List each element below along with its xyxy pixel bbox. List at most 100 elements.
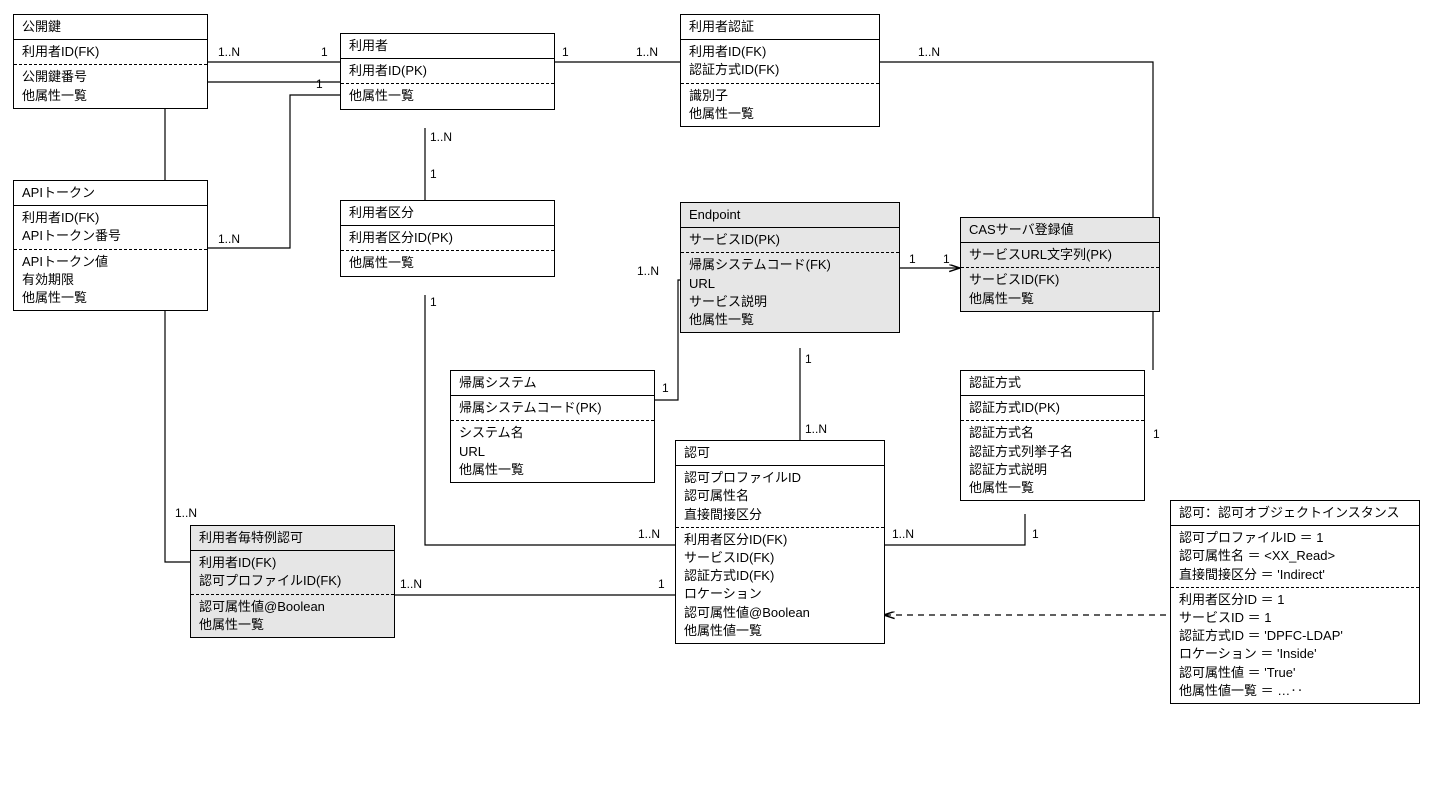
entity-title: 利用者認証 bbox=[681, 15, 879, 40]
entity-pk-attr: 利用者ID(FK) bbox=[22, 209, 199, 227]
cardinality-label: 1 bbox=[430, 168, 437, 180]
entity-attr: 他属性一覧 bbox=[689, 311, 891, 329]
entity-attr: 認可属性値@Boolean bbox=[199, 598, 386, 616]
entity-pk-section: 利用者ID(FK)認証方式ID(FK) bbox=[681, 40, 879, 83]
entity-instance: 認可：認可オブジェクトインスタンス認可プロファイルID ＝ 1認可属性名 ＝ <… bbox=[1170, 500, 1420, 704]
entity-attr: 識別子 bbox=[689, 87, 871, 105]
entity-attr-section: 他属性一覧 bbox=[341, 251, 554, 275]
entity-attr-section: 利用者区分ID ＝ 1サービスID ＝ 1認証方式ID ＝ 'DPFC-LDAP… bbox=[1171, 588, 1419, 703]
entity-apitoken: APIトークン利用者ID(FK)APIトークン番号 APIトークン値有効期限他属性… bbox=[13, 180, 208, 311]
entity-attr: 他属性一覧 bbox=[199, 616, 386, 634]
entity-pk-attr: 認可プロファイルID(FK) bbox=[199, 572, 386, 590]
cardinality-label: 1 bbox=[1032, 528, 1039, 540]
connector bbox=[208, 95, 340, 248]
cardinality-label: 1 bbox=[562, 46, 569, 58]
entity-special: 利用者毎特例認可利用者ID(FK)認可プロファイルID(FK)認可属性値@Boo… bbox=[190, 525, 395, 638]
entity-title: 利用者 bbox=[341, 34, 554, 59]
entity-attr: 他属性一覧 bbox=[349, 254, 546, 272]
entity-pk-section: 利用者ID(FK) bbox=[14, 40, 207, 65]
cardinality-label: 1 bbox=[321, 46, 328, 58]
entity-attr: 認証方式ID ＝ 'DPFC-LDAP' bbox=[1179, 627, 1411, 645]
entity-pk-attr: 利用者ID(FK) bbox=[199, 554, 386, 572]
entity-pk-attr: 利用者ID(FK) bbox=[689, 43, 871, 61]
entity-pk-section: 認可プロファイルID認可属性名直接間接区分 bbox=[676, 466, 884, 528]
entity-title: 利用者区分 bbox=[341, 201, 554, 226]
entity-attr: 他属性一覧 bbox=[969, 290, 1151, 308]
entity-attr-section: 公開鍵番号他属性一覧 bbox=[14, 65, 207, 107]
cardinality-label: 1..N bbox=[892, 528, 914, 540]
entity-pk-attr: 認可属性名 ＝ <XX_Read> bbox=[1179, 547, 1411, 565]
entity-pubkey: 公開鍵利用者ID(FK) 公開鍵番号他属性一覧 bbox=[13, 14, 208, 109]
entity-attr: ロケーション ＝ 'Inside' bbox=[1179, 645, 1411, 663]
entity-attr: 認証方式説明 bbox=[969, 461, 1136, 479]
entity-pk-section: サービスID(PK) bbox=[681, 228, 899, 253]
entity-attr: システム名 bbox=[459, 424, 646, 442]
entity-attr: 他属性値一覧 ＝ …‥ bbox=[1179, 682, 1411, 700]
entity-pk-attr: 認可プロファイルID ＝ 1 bbox=[1179, 529, 1411, 547]
entity-attr: 有効期限 bbox=[22, 271, 199, 289]
entity-authmtd: 認証方式認証方式ID(PK)認証方式名認証方式列挙子名認証方式説明他属性一覧 bbox=[960, 370, 1145, 501]
entity-attr: 帰属システムコード(FK) bbox=[689, 256, 891, 274]
cardinality-label: 1..N bbox=[218, 233, 240, 245]
entity-pk-attr: 利用者ID(FK) bbox=[22, 43, 199, 61]
entity-attr: 公開鍵番号 bbox=[22, 68, 199, 86]
entity-attr: 他属性一覧 bbox=[22, 87, 199, 105]
cardinality-label: 1 bbox=[909, 253, 916, 265]
entity-attr: サービス説明 bbox=[689, 293, 891, 311]
entity-attr: URL bbox=[459, 443, 646, 461]
entity-attr: サービスID(FK) bbox=[969, 271, 1151, 289]
cardinality-label: 1 bbox=[943, 253, 950, 265]
entity-pk-attr: 認可属性名 bbox=[684, 487, 876, 505]
entity-attr: 他属性一覧 bbox=[349, 87, 546, 105]
cardinality-label: 1..N bbox=[637, 265, 659, 277]
entity-attr-section: システム名URL他属性一覧 bbox=[451, 421, 654, 482]
diagram-canvas: 公開鍵利用者ID(FK)公開鍵番号他属性一覧APIトークン利用者ID(FK)AP… bbox=[0, 0, 1440, 792]
entity-attr: 他属性一覧 bbox=[689, 105, 871, 123]
cardinality-label: 1..N bbox=[636, 46, 658, 58]
entity-pk-attr: 認証方式ID(FK) bbox=[689, 61, 871, 79]
entity-system: 帰属システム帰属システムコード(PK)システム名URL他属性一覧 bbox=[450, 370, 655, 483]
cardinality-label: 1..N bbox=[430, 131, 452, 143]
entity-attr: ロケーション bbox=[684, 585, 876, 603]
entity-attr-section: 他属性一覧 bbox=[341, 84, 554, 108]
entity-attr-section: 認可属性値@Boolean他属性一覧 bbox=[191, 595, 394, 637]
entity-pk-section: 認証方式ID(PK) bbox=[961, 396, 1144, 421]
entity-pk-attr: 直接間接区分 bbox=[684, 506, 876, 524]
cardinality-label: 1..N bbox=[400, 578, 422, 590]
entity-pk-section: 帰属システムコード(PK) bbox=[451, 396, 654, 421]
entity-pk-section: 認可プロファイルID ＝ 1認可属性名 ＝ <XX_Read>直接間接区分 ＝ … bbox=[1171, 526, 1419, 588]
entity-pk-attr: サービスID(PK) bbox=[689, 231, 891, 249]
cardinality-label: 1 bbox=[316, 78, 323, 90]
entity-attr: 認証方式ID(FK) bbox=[684, 567, 876, 585]
cardinality-label: 1..N bbox=[918, 46, 940, 58]
entity-pk-attr: 利用者区分ID(PK) bbox=[349, 229, 546, 247]
entity-attr: 他属性一覧 bbox=[969, 479, 1136, 497]
entity-title: 帰属システム bbox=[451, 371, 654, 396]
entity-pk-section: 利用者ID(FK)認可プロファイルID(FK) bbox=[191, 551, 394, 594]
entity-attr: 他属性一覧 bbox=[22, 289, 199, 307]
entity-attr: 認可属性値@Boolean bbox=[684, 604, 876, 622]
entity-title: APIトークン bbox=[14, 181, 207, 206]
entity-attr-section: 帰属システムコード(FK)URLサービス説明他属性一覧 bbox=[681, 253, 899, 332]
cardinality-label: 1 bbox=[430, 296, 437, 308]
entity-attr: APIトークン値 bbox=[22, 253, 199, 271]
cardinality-label: 1..N bbox=[175, 507, 197, 519]
entity-title: 公開鍵 bbox=[14, 15, 207, 40]
entity-attr: サービスID(FK) bbox=[684, 549, 876, 567]
cardinality-label: 1..N bbox=[638, 528, 660, 540]
entity-attr-section: 利用者区分ID(FK)サービスID(FK)認証方式ID(FK)ロケーション認可属… bbox=[676, 528, 884, 643]
connector bbox=[880, 62, 1153, 370]
entity-pk-section: 利用者ID(FK)APIトークン番号 bbox=[14, 206, 207, 249]
entity-userauth: 利用者認証利用者ID(FK)認証方式ID(FK)識別子他属性一覧 bbox=[680, 14, 880, 127]
entity-user: 利用者利用者ID(PK)他属性一覧 bbox=[340, 33, 555, 110]
entity-title: CASサーバ登録値 bbox=[961, 218, 1159, 243]
cardinality-label: 1 bbox=[805, 353, 812, 365]
cardinality-label: 1 bbox=[662, 382, 669, 394]
entity-attr: 他属性値一覧 bbox=[684, 622, 876, 640]
entity-pk-attr: 直接間接区分 ＝ 'Indirect' bbox=[1179, 566, 1411, 584]
entity-title: Endpoint bbox=[681, 203, 899, 228]
cardinality-label: 1 bbox=[1153, 428, 1160, 440]
entity-title: 利用者毎特例認可 bbox=[191, 526, 394, 551]
entity-title: 認証方式 bbox=[961, 371, 1144, 396]
entity-pk-section: 利用者区分ID(PK) bbox=[341, 226, 554, 251]
